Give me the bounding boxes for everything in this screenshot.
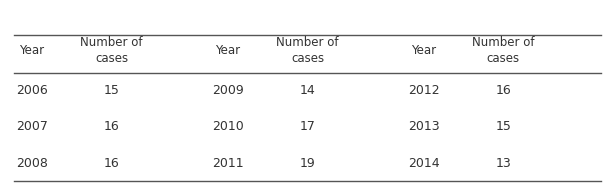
Text: 2013: 2013 [408,120,440,133]
Text: 2010: 2010 [212,120,244,133]
Text: 15: 15 [104,84,119,97]
Text: Number of
cases: Number of cases [81,36,143,65]
Text: Year: Year [215,44,240,57]
Text: 13: 13 [496,157,511,169]
Text: 2012: 2012 [408,84,440,97]
Text: 17: 17 [300,120,315,133]
Text: Year: Year [411,44,437,57]
Text: 2011: 2011 [212,157,244,169]
Text: 2006: 2006 [16,84,48,97]
Text: Number of
cases: Number of cases [276,36,339,65]
Text: 16: 16 [104,120,119,133]
Text: 2009: 2009 [212,84,244,97]
Text: 2014: 2014 [408,157,440,169]
Text: 16: 16 [496,84,511,97]
Text: 15: 15 [496,120,511,133]
Text: 2008: 2008 [16,157,48,169]
Text: 14: 14 [300,84,315,97]
Text: Year: Year [20,44,44,57]
Text: 2007: 2007 [16,120,48,133]
Text: Number of
cases: Number of cases [472,36,534,65]
Text: 16: 16 [104,157,119,169]
Text: 19: 19 [300,157,315,169]
